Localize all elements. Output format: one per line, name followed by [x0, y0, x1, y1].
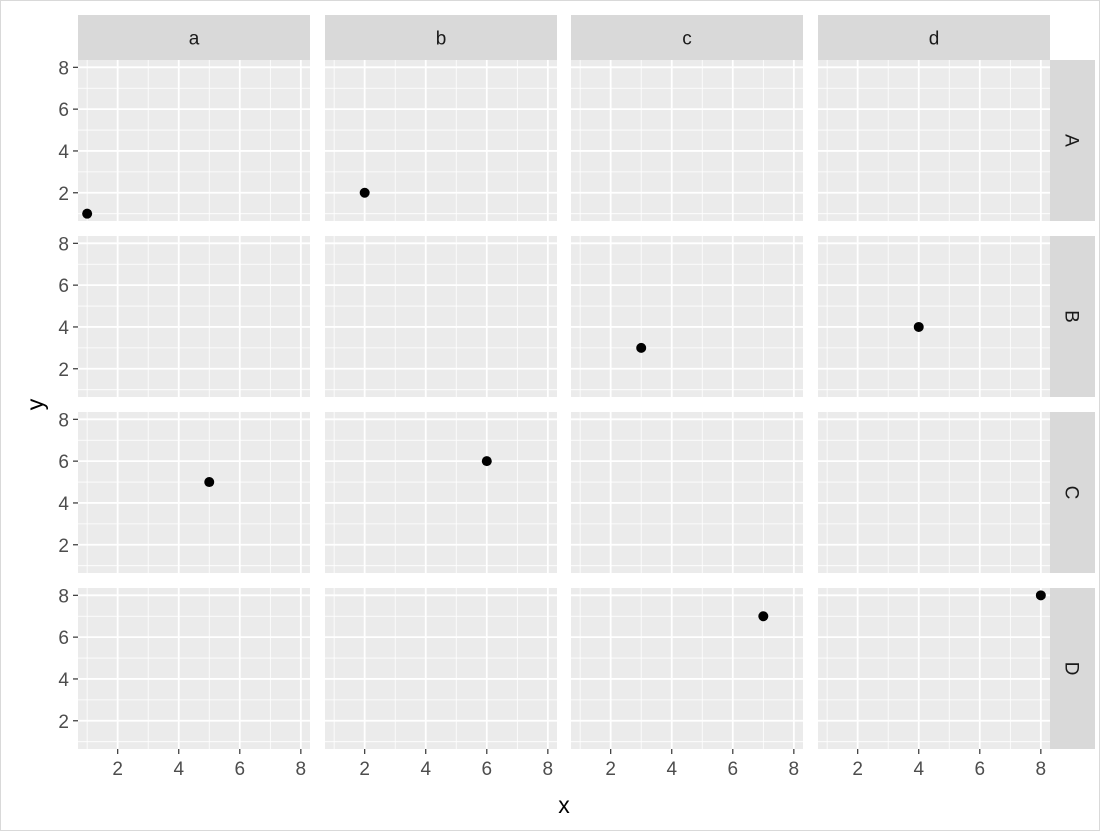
panel-background	[571, 588, 803, 749]
facet-strip-B	[1050, 236, 1095, 397]
x-tick-label: 2	[605, 759, 616, 780]
panel-b-B	[325, 236, 557, 397]
y-tick-label: 4	[58, 142, 69, 163]
panel-background	[325, 588, 557, 749]
x-tick-label: 6	[235, 759, 246, 780]
x-tick-label: 2	[852, 759, 863, 780]
x-tick-label: 6	[975, 759, 986, 780]
panel-background	[818, 60, 1050, 221]
y-tick-label: 2	[58, 184, 69, 205]
facet-strip-label-c: c	[682, 29, 692, 50]
y-tick-label: 6	[58, 100, 69, 121]
data-point-b-A	[359, 187, 370, 198]
x-tick-label: 8	[1036, 759, 1047, 780]
x-tick-label: 2	[112, 759, 123, 780]
facet-strip-C	[1050, 412, 1095, 573]
x-tick-label: 8	[296, 759, 307, 780]
panel-background	[78, 236, 310, 397]
panel-background	[78, 60, 310, 221]
x-axis-title: x	[558, 792, 570, 818]
panel-background	[818, 236, 1050, 397]
x-tick-label: 4	[420, 759, 431, 780]
facet-strip-c	[571, 15, 803, 60]
data-point-d-B	[913, 321, 924, 332]
facet-strip-label-d: d	[929, 29, 940, 50]
x-tick-label: 8	[789, 759, 800, 780]
panel-d-A	[818, 60, 1050, 221]
x-tick-label: 4	[913, 759, 924, 780]
y-tick-label: 2	[58, 360, 69, 381]
panel-c-B	[571, 236, 803, 397]
panel-a-D	[78, 588, 310, 749]
y-tick-label: 4	[58, 318, 69, 339]
facet-strip-label-D: D	[1061, 662, 1082, 676]
y-axis-title: y	[22, 398, 48, 410]
facet-strip-label-C: C	[1061, 486, 1082, 500]
panel-a-C	[78, 412, 310, 573]
data-point-a-C	[204, 477, 215, 488]
data-point-c-B	[636, 342, 647, 353]
facet-strip-A	[1050, 60, 1095, 221]
x-tick-label: 6	[482, 759, 493, 780]
panel-a-A	[78, 60, 310, 221]
y-tick-label: 2	[58, 536, 69, 557]
panel-background	[325, 412, 557, 573]
facet-strip-b	[325, 15, 557, 60]
x-tick-label: 4	[173, 759, 184, 780]
y-tick-label: 8	[58, 410, 69, 431]
panel-c-C	[571, 412, 803, 573]
x-tick-label: 6	[728, 759, 739, 780]
panel-background	[78, 412, 310, 573]
panel-background	[571, 412, 803, 573]
y-tick-label: 6	[58, 452, 69, 473]
facet-strip-a	[78, 15, 310, 60]
y-tick-label: 6	[58, 276, 69, 297]
facet-strip-label-a: a	[189, 29, 200, 50]
data-point-b-C	[481, 456, 492, 467]
panel-background	[78, 588, 310, 749]
panel-background	[571, 236, 803, 397]
panel-b-D	[325, 588, 557, 749]
facet-strip-label-b: b	[436, 29, 447, 50]
panel-d-C	[818, 412, 1050, 573]
panel-background	[325, 236, 557, 397]
facet-strip-d	[818, 15, 1050, 60]
data-point-a-A	[82, 208, 93, 219]
y-tick-label: 2	[58, 712, 69, 733]
panel-c-A	[571, 60, 803, 221]
panel-a-B	[78, 236, 310, 397]
panel-c-D	[571, 588, 803, 749]
panel-b-A	[325, 60, 557, 221]
y-tick-label: 8	[58, 234, 69, 255]
y-tick-label: 8	[58, 58, 69, 79]
x-tick-label: 8	[543, 759, 554, 780]
panel-background	[571, 60, 803, 221]
facet-strip-D	[1050, 588, 1095, 749]
panel-background	[325, 60, 557, 221]
facet-strip-label-B: B	[1061, 310, 1082, 323]
panel-b-C	[325, 412, 557, 573]
panel-background	[818, 412, 1050, 573]
y-tick-label: 4	[58, 494, 69, 515]
panel-background	[818, 588, 1050, 749]
y-tick-label: 8	[58, 586, 69, 607]
y-tick-label: 4	[58, 670, 69, 691]
panel-d-D	[818, 588, 1050, 749]
data-point-c-D	[758, 611, 769, 622]
x-tick-label: 4	[666, 759, 677, 780]
facet-strip-label-A: A	[1061, 134, 1082, 147]
panel-d-B	[818, 236, 1050, 397]
y-tick-label: 6	[58, 628, 69, 649]
data-point-d-D	[1035, 590, 1046, 601]
x-tick-label: 2	[359, 759, 370, 780]
